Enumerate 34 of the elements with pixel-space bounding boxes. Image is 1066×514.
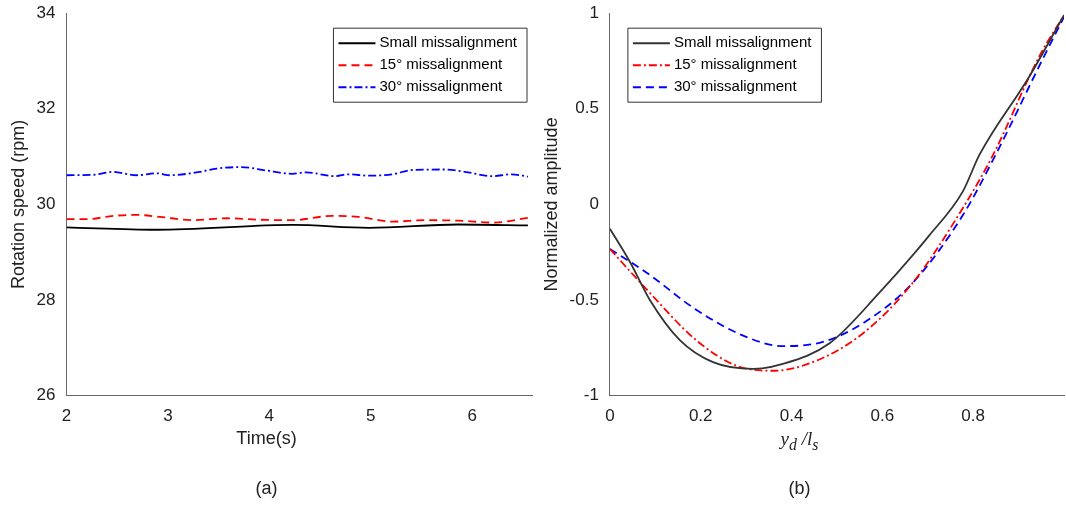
x-tick-label: 0.4 xyxy=(779,406,804,426)
x-tick-label: 4 xyxy=(264,406,275,426)
y-tick-label: -1 xyxy=(583,385,599,405)
legend-label: 30° missalignment xyxy=(379,77,504,95)
y-tick-label: 32 xyxy=(36,98,56,118)
x-tick-label: 0 xyxy=(605,406,615,426)
y-axis-title: Normalized amplitude xyxy=(540,117,561,292)
y-tick-label: 0.5 xyxy=(575,98,599,118)
legend-label: Small missalignment xyxy=(673,33,813,51)
x-tick-label: 2 xyxy=(61,406,72,426)
legend-label: 30° missalignment xyxy=(673,77,798,95)
text: (b) xyxy=(787,478,812,499)
legend-label: Small missalignment xyxy=(379,33,518,51)
line-series xyxy=(66,214,529,224)
x-axis-title: Time(s) xyxy=(235,428,298,449)
x-tick-label: 0.8 xyxy=(961,406,985,426)
x-tick-label: 3 xyxy=(163,406,173,426)
y-tick-label: 0 xyxy=(589,194,599,214)
y-tick-label: 30 xyxy=(36,194,56,214)
y-tick-label: 28 xyxy=(36,289,56,309)
y-axis-title: Rotation speed (rpm) xyxy=(7,119,28,289)
x-tick-label: 0.6 xyxy=(870,406,895,426)
y-tick-label: 34 xyxy=(36,2,56,22)
x-tick-label: 6 xyxy=(467,406,477,426)
legend-label: 15° missalignment xyxy=(379,55,504,73)
text: (a) xyxy=(254,478,279,499)
x-axis-title: y$_{d}$ /l$_{s}$ xyxy=(778,428,820,454)
y-tick-label: 26 xyxy=(36,385,56,405)
y-tick-label: -0.5 xyxy=(569,289,599,309)
x-tick-label: 5 xyxy=(366,406,376,426)
line-series xyxy=(66,166,529,178)
y-tick-label: 1 xyxy=(589,2,599,22)
x-tick-label: 0.2 xyxy=(688,406,713,426)
legend-label: 15° missalignment xyxy=(673,55,798,73)
